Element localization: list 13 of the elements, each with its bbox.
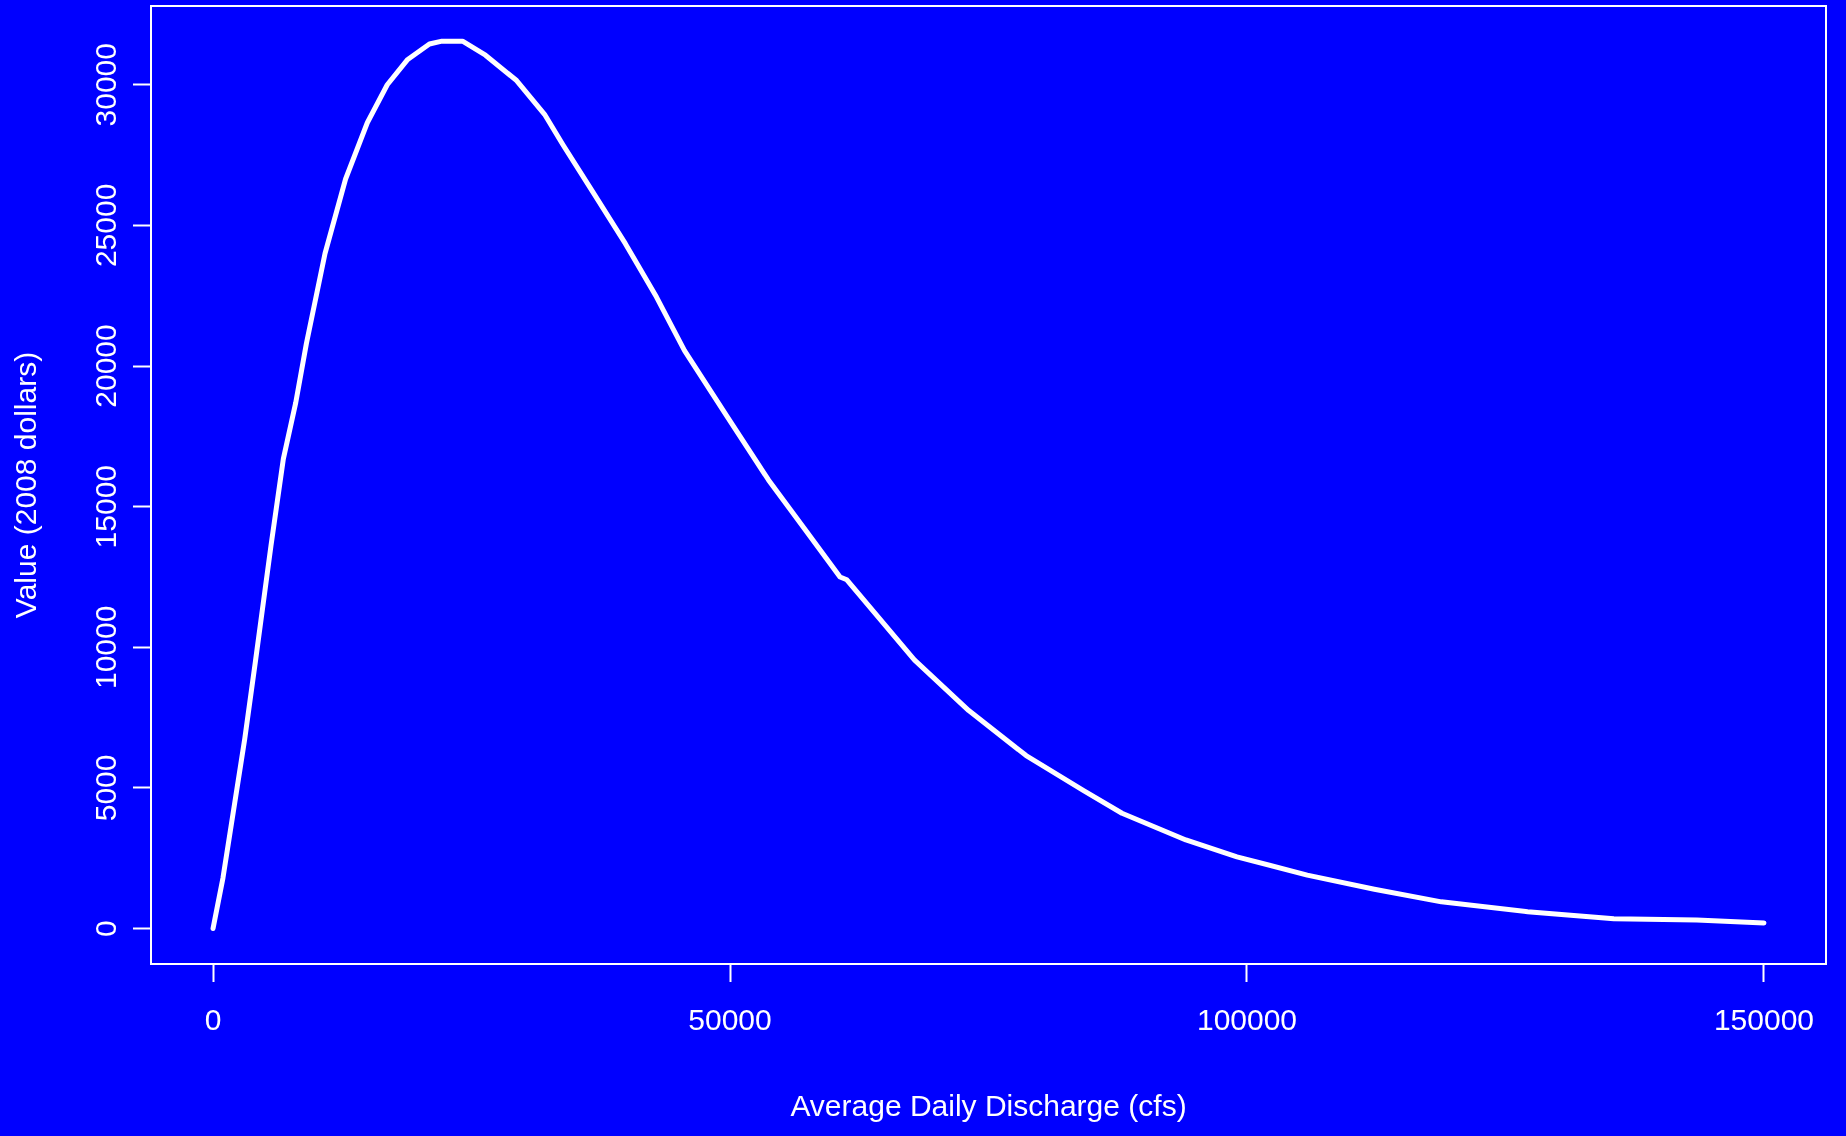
x-tick-label: 100000 [1196, 1003, 1298, 1037]
x-tick-label: 0 [204, 1003, 222, 1037]
x-tick-label: 50000 [688, 1003, 772, 1037]
y-axis-title: Value (2008 dollars) [9, 351, 43, 619]
x-axis-title: Average Daily Discharge (cfs) [790, 1089, 1187, 1123]
y-tick-label: 20000 [89, 324, 123, 408]
x-tick-label: 150000 [1713, 1003, 1815, 1037]
y-tick-label: 10000 [89, 605, 123, 690]
y-tick-label: 15000 [89, 464, 123, 549]
y-tick-label: 0 [89, 920, 123, 937]
y-tick-label: 30000 [89, 43, 123, 127]
y-tick-label: 5000 [89, 754, 123, 822]
y-tick-label: 25000 [89, 183, 123, 268]
